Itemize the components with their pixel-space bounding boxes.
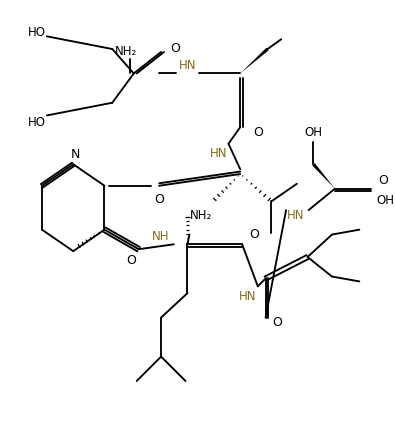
Text: O: O [253,126,263,139]
Text: HN: HN [239,289,257,302]
Text: O: O [170,41,180,54]
Text: HO: HO [28,26,46,39]
Text: O: O [378,175,388,187]
Polygon shape [312,163,335,189]
Text: OH: OH [305,126,322,139]
Text: HO: HO [28,116,46,129]
Text: NH₂: NH₂ [190,209,212,222]
Text: O: O [154,193,164,206]
Text: NH: NH [152,230,170,243]
Text: HN: HN [287,209,305,222]
Text: HN: HN [210,147,228,160]
Text: HN: HN [179,59,196,72]
Polygon shape [240,48,269,73]
Text: O: O [126,254,136,267]
Text: O: O [249,228,259,241]
Text: N: N [70,148,80,161]
Text: O: O [273,316,282,329]
Text: OH: OH [376,194,394,207]
Text: NH₂: NH₂ [115,45,137,58]
